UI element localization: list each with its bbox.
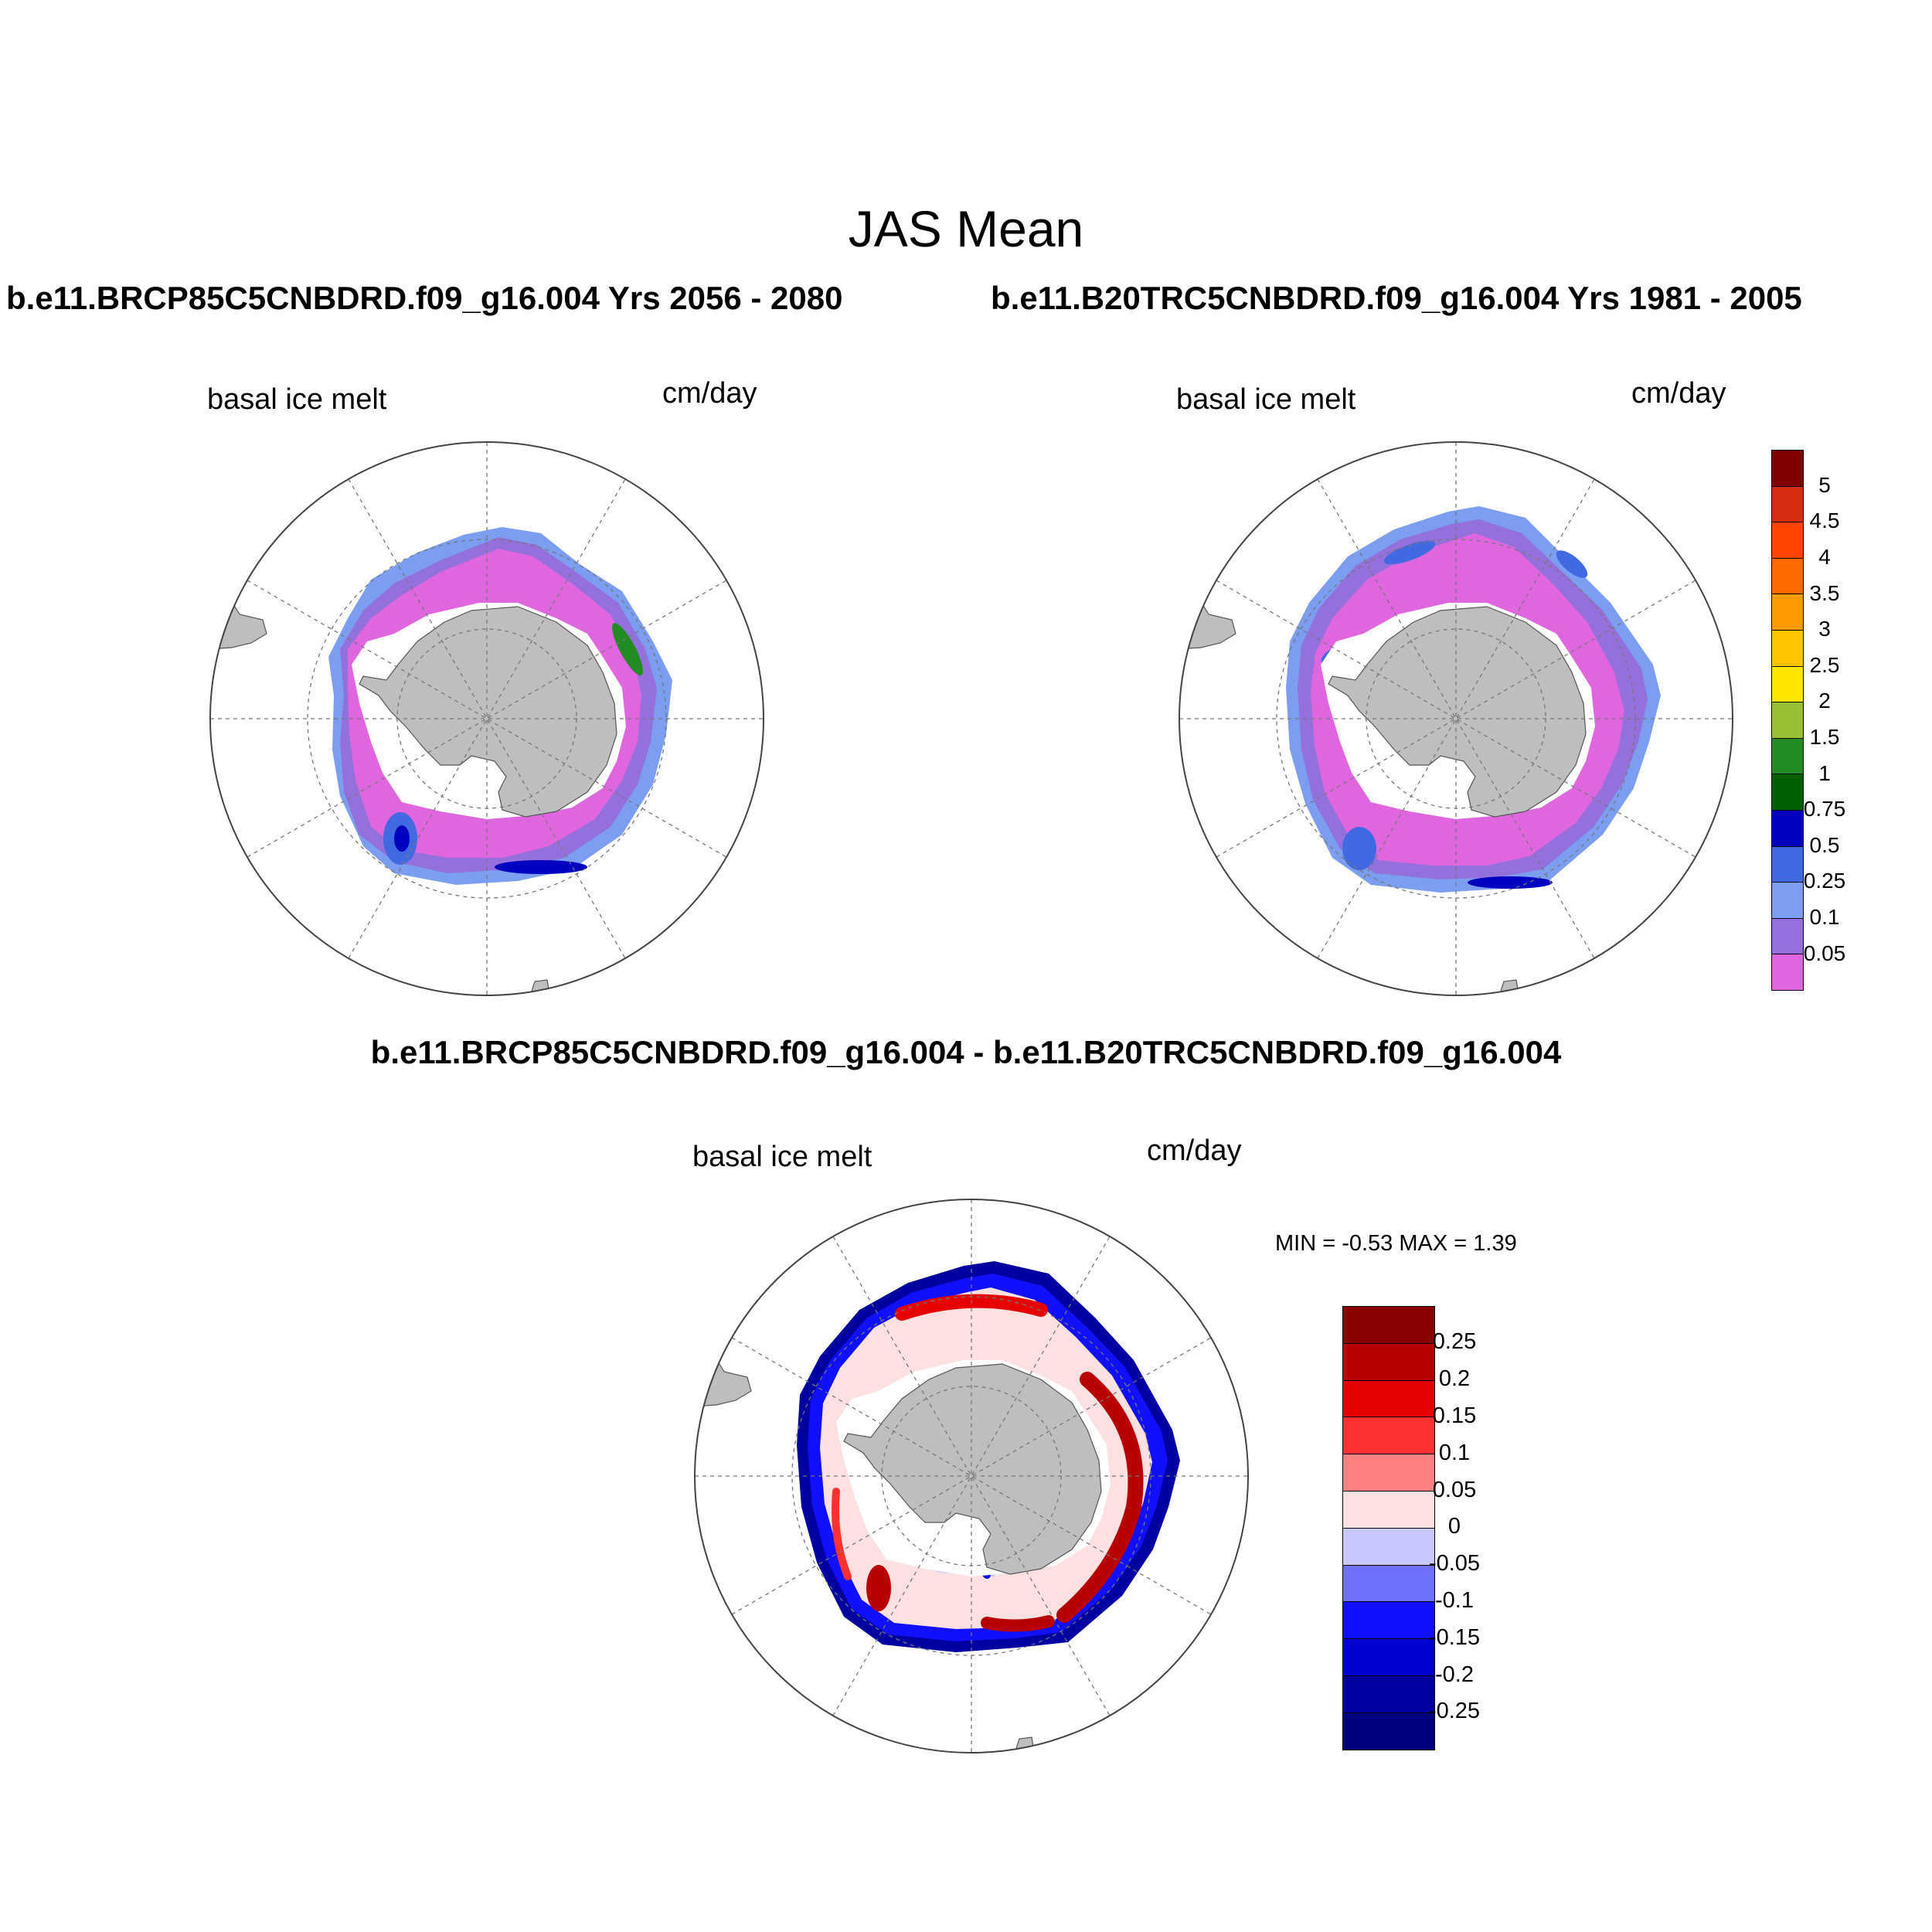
map-boundary <box>1179 441 1733 996</box>
colorbar-absolute-label: 4 <box>1818 545 1831 569</box>
colorbar-difference-label: 0.05 <box>1432 1477 1477 1502</box>
panel-3-units-label: cm/day <box>1147 1134 1242 1167</box>
ice-green-patch <box>612 623 643 675</box>
colorbar-difference-label: -0.05 <box>1428 1551 1481 1577</box>
antarctica-land <box>843 1363 1102 1575</box>
colorbar-absolute-swatch <box>1771 557 1804 595</box>
map-boundary <box>209 441 764 996</box>
main-title: JAS Mean <box>848 200 1084 257</box>
colorbar-difference-label: 0.2 <box>1438 1366 1471 1392</box>
diff-red-arc-west <box>832 1488 852 1580</box>
colorbar-difference-label: -0.15 <box>1428 1624 1481 1650</box>
panel-2-variable-label: basal ice melt <box>1176 383 1356 416</box>
colorbar-difference-swatch <box>1342 1379 1435 1418</box>
map-panel-difference <box>694 1199 1249 1753</box>
colorbar-difference-label: 0.15 <box>1432 1403 1477 1428</box>
diff-darkred-patch <box>866 1565 891 1611</box>
colorbar-absolute-label: 1.5 <box>1809 725 1840 749</box>
panel-2-run-title: b.e11.B20TRC5CNBDRD.f09_g16.004 Yrs 1981… <box>991 280 1802 316</box>
colorbar-difference-label: 0 <box>1447 1514 1461 1539</box>
south-america-land <box>210 594 267 650</box>
colorbar-difference-label: 0.1 <box>1438 1440 1471 1465</box>
graticule <box>695 1199 1248 1753</box>
colorbar-absolute-label: 0.05 <box>1803 940 1846 965</box>
colorbar-absolute-label: 0.5 <box>1809 832 1840 857</box>
graticule <box>210 442 764 995</box>
panel-1-units-label: cm/day <box>662 377 757 410</box>
colorbar-absolute-swatch <box>1771 630 1804 668</box>
colorbar-absolute-swatch <box>1771 665 1804 703</box>
colorbar-difference-label: 0.25 <box>1432 1329 1477 1355</box>
colorbar-difference-swatch <box>1342 1712 1435 1751</box>
panel-3-variable-label: basal ice melt <box>692 1141 872 1173</box>
colorbar-absolute-swatch <box>1771 522 1804 560</box>
colorbar-absolute-label: 2.5 <box>1809 652 1840 677</box>
panel-3-run-title: b.e11.BRCP85C5CNBDRD.f09_g16.004 - b.e11… <box>370 1034 1562 1070</box>
colorbar-difference-label: -0.25 <box>1428 1699 1481 1724</box>
colorbar-absolute-label: 0.1 <box>1809 905 1840 929</box>
colorbar-difference-swatch <box>1342 1527 1435 1566</box>
map-panel-rcp85 <box>209 441 764 996</box>
antarctica-land <box>359 606 617 818</box>
colorbar-absolute-label: 0.75 <box>1803 797 1846 821</box>
colorbar-absolute-swatch <box>1771 882 1804 920</box>
colorbar-absolute-label: 5 <box>1818 472 1831 497</box>
colorbar-absolute-swatch <box>1771 450 1804 488</box>
colorbar-absolute-swatch <box>1771 774 1804 811</box>
colorbar-absolute-swatch <box>1771 954 1804 992</box>
colorbar-difference-swatch <box>1342 1454 1435 1492</box>
colorbar-difference-swatch <box>1342 1306 1435 1345</box>
ice-blue-patch <box>1342 827 1376 870</box>
colorbar-difference-label: -0.1 <box>1435 1588 1474 1613</box>
colorbar-difference-swatch <box>1342 1491 1435 1529</box>
colorbar-difference-label: -0.2 <box>1435 1662 1474 1687</box>
ice-blue-patch <box>1383 540 1436 565</box>
min-max-label: MIN = -0.53 MAX = 1.39 <box>1275 1231 1517 1256</box>
ice-darkblue-patch <box>495 860 587 874</box>
colorbar-absolute-label: 4.5 <box>1809 509 1840 533</box>
antarctica-land <box>1328 606 1587 818</box>
diff-darkred-arc-south <box>981 1615 1055 1632</box>
ice-darkblue-patch <box>394 825 410 852</box>
colorbar-absolute-label: 3 <box>1818 617 1831 641</box>
map-boundary <box>694 1199 1249 1753</box>
colorbar-difference-swatch <box>1342 1638 1435 1677</box>
south-america-land <box>1179 594 1236 650</box>
colorbar-absolute-swatch <box>1771 702 1804 740</box>
map-panel-20thc <box>1179 441 1733 996</box>
colorbar-absolute-label: 1 <box>1818 760 1831 785</box>
colorbar-absolute-swatch <box>1771 485 1804 523</box>
ice-darkblue-patch <box>1468 876 1553 889</box>
panel-1-run-title: b.e11.BRCP85C5CNBDRD.f09_g16.004 Yrs 205… <box>6 280 843 316</box>
colorbar-absolute-label: 0.25 <box>1803 869 1846 893</box>
colorbar-difference-swatch <box>1342 1564 1435 1603</box>
panel-1-variable-label: basal ice melt <box>207 383 387 416</box>
diff-darkred-arc-east <box>1056 1372 1144 1623</box>
south-america-land <box>695 1352 752 1407</box>
graticule <box>1179 442 1733 995</box>
colorbar-absolute-swatch <box>1771 594 1804 631</box>
panel-2-units-label: cm/day <box>1631 377 1726 410</box>
colorbar-absolute-label: 2 <box>1818 689 1831 713</box>
ice-blue-patch <box>1556 550 1588 578</box>
colorbar-absolute-label: 3.5 <box>1809 580 1840 605</box>
